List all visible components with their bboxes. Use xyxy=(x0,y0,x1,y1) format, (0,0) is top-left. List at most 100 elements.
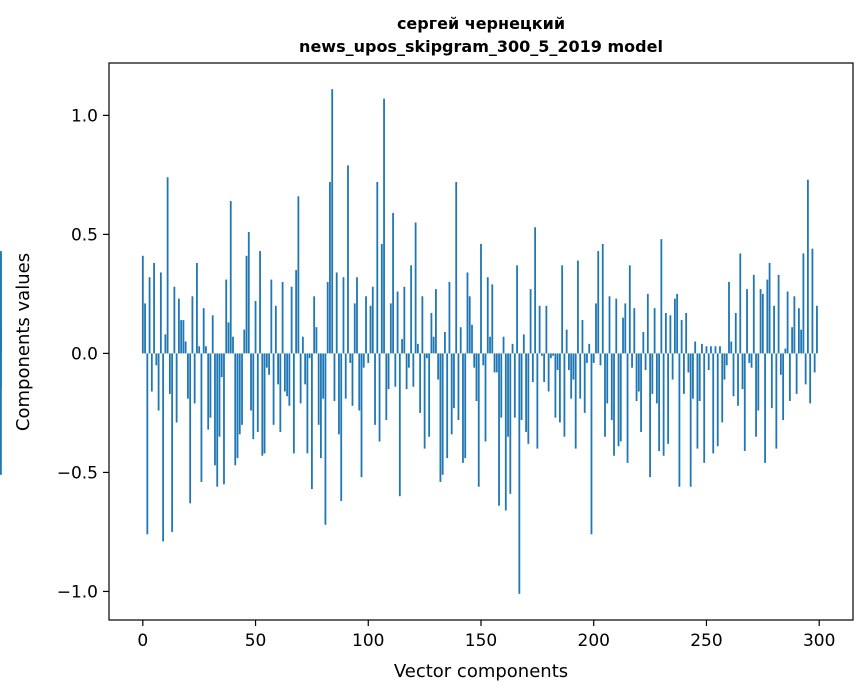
bar xyxy=(807,179,809,354)
bar xyxy=(534,227,537,354)
bar xyxy=(572,353,575,380)
bar xyxy=(658,353,661,451)
bar xyxy=(398,353,401,497)
bar xyxy=(229,201,232,354)
bar xyxy=(766,279,769,354)
bar xyxy=(579,353,582,399)
bar xyxy=(380,243,383,354)
y-tick-label: −1.0 xyxy=(57,582,98,602)
bar xyxy=(649,353,651,478)
bar xyxy=(189,353,192,504)
bar xyxy=(561,265,564,354)
bar xyxy=(615,298,618,354)
bar xyxy=(358,353,361,411)
bar xyxy=(252,353,255,440)
bar xyxy=(356,277,358,354)
bar xyxy=(351,353,354,406)
x-tick-label: 150 xyxy=(465,631,497,651)
bar xyxy=(547,353,550,392)
bar xyxy=(216,353,219,487)
bar xyxy=(283,353,286,392)
bar xyxy=(403,286,406,354)
bar xyxy=(157,353,160,411)
bar xyxy=(435,289,437,354)
bar xyxy=(297,196,300,354)
bar xyxy=(773,305,775,354)
bar xyxy=(187,353,189,399)
bar xyxy=(689,353,692,487)
bar xyxy=(552,353,555,356)
bar xyxy=(527,353,530,444)
bar xyxy=(423,353,426,449)
bar xyxy=(595,303,597,354)
bar xyxy=(466,272,469,354)
bar xyxy=(202,308,205,354)
bar xyxy=(468,296,471,354)
bar xyxy=(238,353,241,435)
bar xyxy=(707,353,710,371)
bar xyxy=(475,353,478,402)
bar xyxy=(543,353,546,382)
bar xyxy=(676,293,679,354)
bar xyxy=(775,353,778,449)
bar xyxy=(599,353,602,366)
bar xyxy=(540,353,543,356)
bars-group xyxy=(0,89,818,594)
bar xyxy=(207,353,210,430)
bar xyxy=(511,343,514,354)
bar xyxy=(308,353,311,359)
bar xyxy=(425,353,428,359)
bar xyxy=(401,339,403,354)
bar xyxy=(777,274,780,354)
bar xyxy=(622,317,624,354)
bar xyxy=(770,353,773,409)
bar xyxy=(374,353,376,425)
bar xyxy=(421,296,424,354)
bar xyxy=(683,353,685,394)
bar xyxy=(148,277,151,354)
bar xyxy=(493,353,496,373)
bar xyxy=(734,312,737,354)
bar xyxy=(315,327,318,354)
bar xyxy=(804,353,807,385)
bar xyxy=(586,353,588,363)
bar xyxy=(728,281,730,354)
bar xyxy=(502,336,505,354)
bar xyxy=(301,336,304,354)
bar xyxy=(168,353,171,394)
bar xyxy=(471,324,473,354)
y-axis-label: Components values xyxy=(13,253,34,431)
bar xyxy=(371,286,374,354)
bar xyxy=(265,353,268,368)
bar xyxy=(626,353,629,463)
bar xyxy=(175,353,178,423)
bar xyxy=(680,320,683,354)
bar xyxy=(601,243,604,354)
bar xyxy=(583,353,586,413)
bar xyxy=(655,353,658,404)
bar xyxy=(739,253,742,354)
bar xyxy=(333,353,336,402)
bar xyxy=(414,222,417,354)
bar xyxy=(556,353,559,371)
bar xyxy=(516,265,518,354)
bar xyxy=(247,232,250,354)
bar xyxy=(311,353,313,490)
bar xyxy=(730,341,733,354)
bar xyxy=(498,353,500,506)
bar xyxy=(184,341,187,354)
bar xyxy=(631,353,633,368)
bar xyxy=(712,353,715,454)
bar xyxy=(716,353,719,447)
bar xyxy=(725,353,728,366)
bar xyxy=(795,353,798,394)
bar xyxy=(800,329,803,354)
bar xyxy=(692,353,694,399)
bar xyxy=(254,301,257,354)
bar xyxy=(613,353,615,456)
bar xyxy=(236,353,239,459)
bar xyxy=(750,353,753,368)
bar xyxy=(317,353,320,425)
bar xyxy=(755,353,757,437)
bar xyxy=(171,353,174,532)
